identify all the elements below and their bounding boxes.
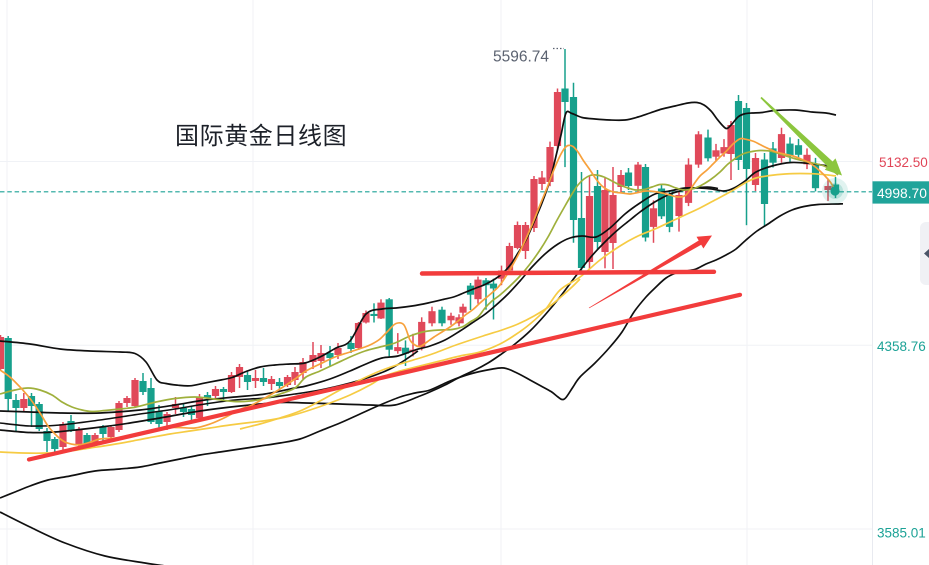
svg-text:5596.74: 5596.74 <box>493 49 549 66</box>
svg-text:4998.70: 4998.70 <box>877 186 927 201</box>
svg-text:5132.50: 5132.50 <box>879 155 928 170</box>
svg-text:国际黄金日线图: 国际黄金日线图 <box>175 123 347 150</box>
svg-text:3585.01: 3585.01 <box>877 526 926 541</box>
svg-text:4358.76: 4358.76 <box>877 339 926 354</box>
